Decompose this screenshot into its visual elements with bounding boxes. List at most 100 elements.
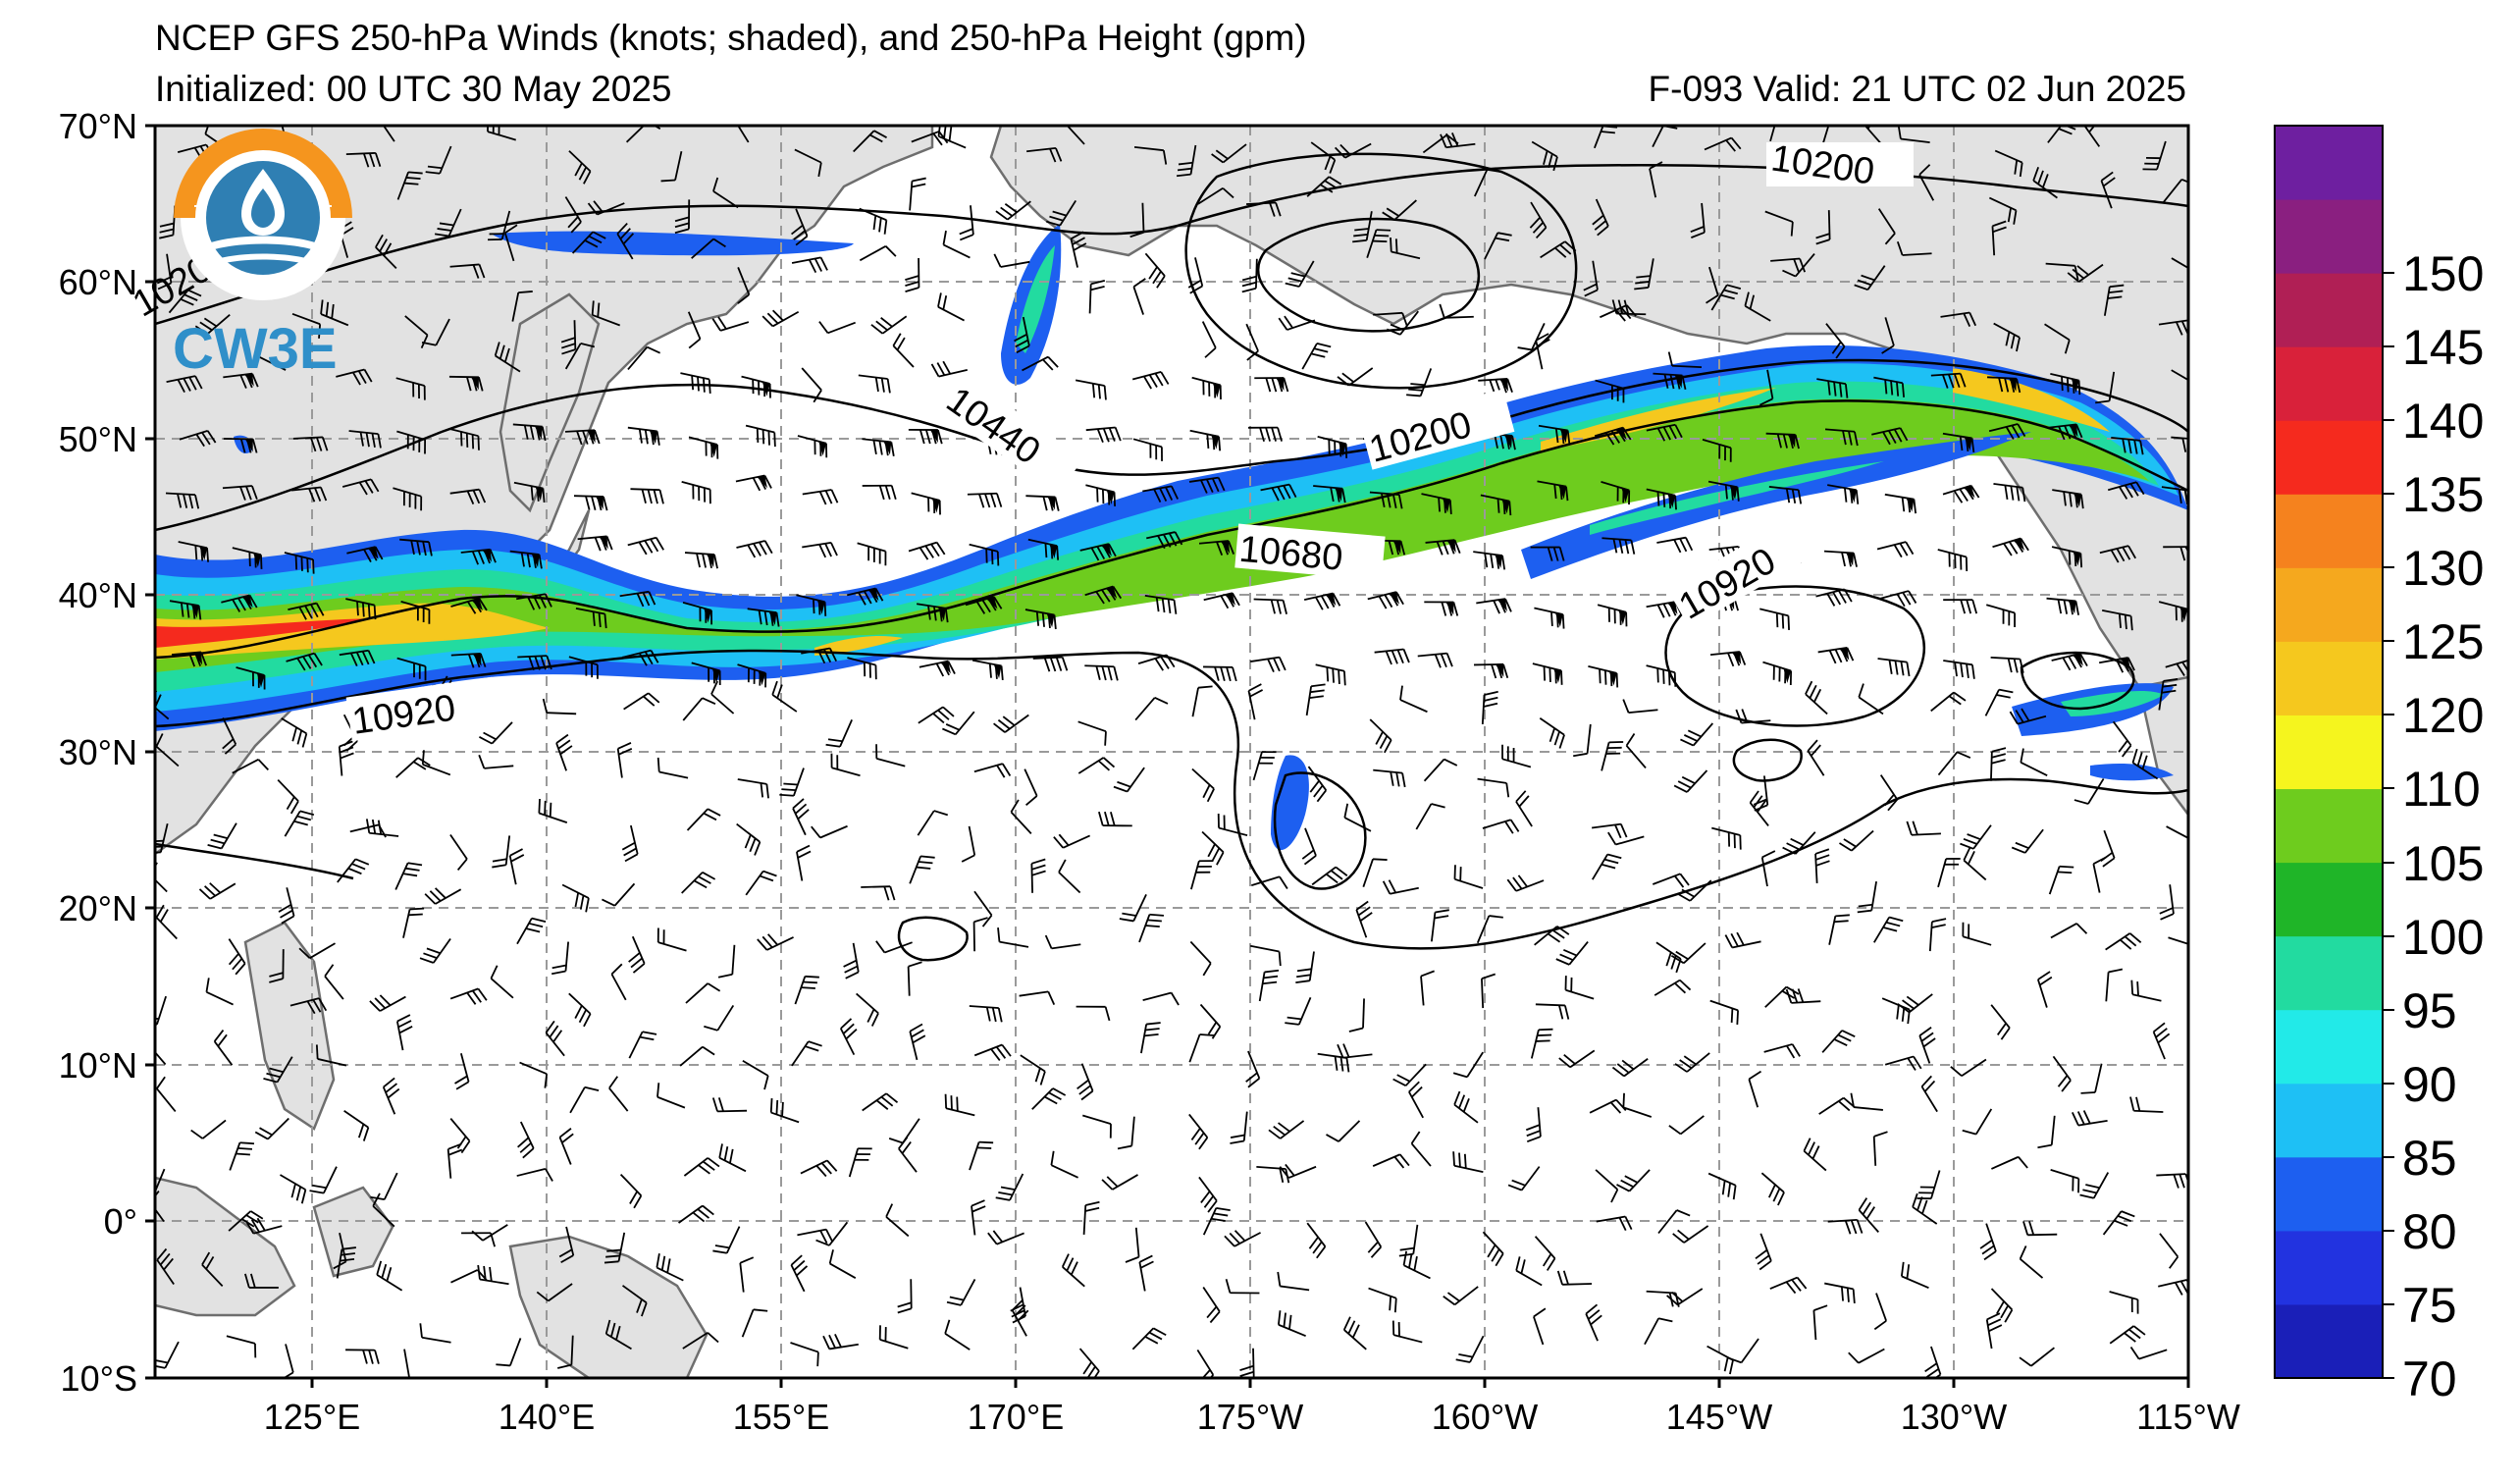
wind-barb xyxy=(221,594,258,612)
wind-barb xyxy=(1366,229,1391,258)
wind-barb xyxy=(1987,376,2021,394)
wind-barb xyxy=(488,210,511,241)
wind-barb xyxy=(791,208,809,246)
wind-barb xyxy=(2092,856,2107,893)
wind-barb xyxy=(861,885,896,901)
wind-barb xyxy=(1649,161,1663,198)
wind-barb xyxy=(856,992,879,1027)
wind-barb xyxy=(1940,311,1977,328)
wind-barb xyxy=(1191,768,1215,803)
colorbar-label-90: 90 xyxy=(2402,1057,2457,1112)
wind-barb xyxy=(2142,140,2167,171)
wind-barb xyxy=(1176,144,1197,178)
wind-barb xyxy=(1011,1299,1029,1337)
wind-barb xyxy=(291,312,322,339)
wind-barb xyxy=(372,1192,395,1228)
wind-barb xyxy=(2159,884,2175,921)
wind-barb xyxy=(449,488,487,504)
wind-barb xyxy=(2129,1096,2164,1113)
logo-text: CW3E xyxy=(173,317,338,381)
wind-barb xyxy=(382,1077,400,1115)
wind-barb xyxy=(1872,1131,1888,1166)
wind-barb xyxy=(1764,210,1794,237)
wind-barb xyxy=(281,717,308,748)
wind-barb xyxy=(577,535,613,552)
wind-barb xyxy=(2130,980,2162,1002)
wind-barb xyxy=(942,230,971,259)
wind-barb xyxy=(1601,741,1624,771)
wind-barb xyxy=(2048,865,2074,895)
wind-barb xyxy=(1803,1138,1827,1172)
wind-barb xyxy=(1622,1092,1653,1118)
wind-barb xyxy=(1585,1303,1602,1342)
wind-barb xyxy=(1020,1054,1046,1086)
wind-barb xyxy=(1197,187,1234,205)
wind-barb xyxy=(1943,660,1975,679)
wind-barb xyxy=(1529,201,1548,239)
wind-barb xyxy=(2079,1172,2110,1199)
wind-barb xyxy=(1896,240,1932,256)
wind-barb xyxy=(551,941,570,976)
colorbar-swatches xyxy=(2275,126,2383,1379)
colorbar-swatch xyxy=(2275,715,2383,790)
wind-barb xyxy=(1937,751,1971,776)
wind-barb xyxy=(159,205,177,239)
wind-barb xyxy=(1245,1050,1261,1088)
wind-barb xyxy=(604,1319,632,1351)
wind-barb xyxy=(911,131,949,146)
wind-barb xyxy=(1534,926,1570,946)
wind-barb xyxy=(1912,1192,1938,1225)
wind-barb xyxy=(2109,1325,2146,1345)
wind-barb xyxy=(2158,677,2179,711)
wind-barb xyxy=(1993,322,2021,352)
wind-barb xyxy=(1239,1348,1255,1378)
wind-barb xyxy=(516,1167,553,1182)
wind-barb xyxy=(1306,1222,1327,1259)
wind-barb xyxy=(229,1141,255,1171)
wind-barb xyxy=(1924,1346,1942,1378)
wind-barb xyxy=(969,1140,994,1171)
wind-barb xyxy=(971,659,1004,681)
wind-barb xyxy=(885,1203,910,1238)
wind-barb xyxy=(155,1168,166,1194)
wind-barb xyxy=(717,944,736,979)
wind-barb xyxy=(1241,258,1258,293)
wind-barb xyxy=(245,1217,283,1235)
wind-barb xyxy=(1942,432,1975,452)
wind-barb xyxy=(1252,751,1277,781)
wind-barb xyxy=(1075,379,1107,400)
wind-barb xyxy=(802,489,839,505)
wind-barb xyxy=(1827,484,1860,504)
wind-barb xyxy=(1525,1107,1542,1143)
wind-barb xyxy=(1515,1256,1543,1287)
wind-barb xyxy=(1673,769,1708,793)
lat-label-0: 0° xyxy=(104,1201,137,1242)
wind-barb xyxy=(1765,432,1800,450)
latitude-labels: 70°N 60°N 50°N 40°N 30°N 20°N 10°N 0° 10… xyxy=(59,106,137,1399)
wind-barb xyxy=(627,345,661,371)
colorbar: 70 75 80 85 90 95 100 105 110 120 125 13… xyxy=(2274,125,2484,1406)
wind-barb xyxy=(1050,1150,1078,1179)
wind-barb xyxy=(190,1119,227,1139)
wind-barb xyxy=(1085,426,1122,444)
wind-barb xyxy=(560,320,577,355)
wind-barb xyxy=(1417,652,1453,668)
colorbar-swatch xyxy=(2275,494,2383,568)
wind-barb xyxy=(2050,372,2081,396)
wind-barb xyxy=(558,1128,574,1165)
wind-barb xyxy=(460,548,497,565)
wind-barb xyxy=(1657,1209,1691,1235)
wind-barb xyxy=(1748,1070,1762,1108)
wind-barb xyxy=(496,1338,522,1367)
wind-barb xyxy=(1140,1022,1161,1054)
gridlines xyxy=(155,126,2188,1378)
wind-barb xyxy=(382,126,395,142)
wind-barb xyxy=(542,698,577,715)
wind-barb xyxy=(737,267,751,304)
wind-barb xyxy=(1600,304,1637,322)
wind-barb xyxy=(1307,766,1328,803)
wind-barb xyxy=(1592,198,1609,237)
wind-barb xyxy=(564,343,596,370)
wind-barb xyxy=(853,130,887,153)
wind-barb xyxy=(1480,494,1512,516)
